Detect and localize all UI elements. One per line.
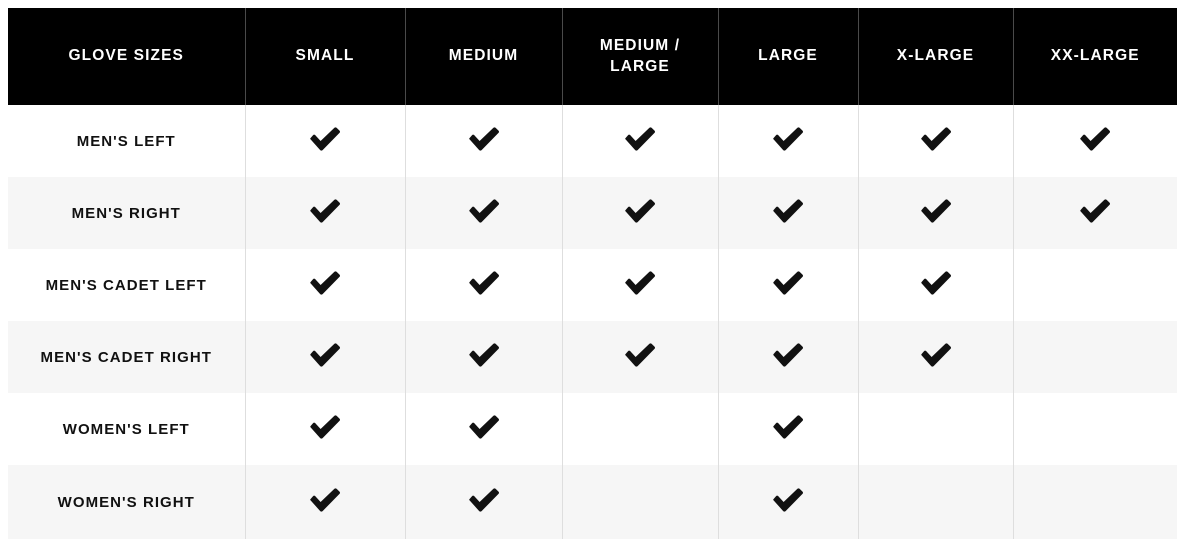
row-label: MEN'S CADET LEFT bbox=[8, 249, 246, 321]
check-icon bbox=[467, 487, 501, 513]
table-row: WOMEN'S RIGHT bbox=[8, 465, 1177, 539]
check-icon bbox=[771, 487, 805, 513]
cell-available bbox=[858, 177, 1014, 249]
cell-available bbox=[405, 177, 563, 249]
check-icon bbox=[919, 198, 953, 224]
check-icon bbox=[467, 126, 501, 152]
check-icon bbox=[1078, 198, 1112, 224]
cell-available bbox=[245, 321, 406, 393]
cell-available bbox=[245, 465, 406, 539]
check-icon bbox=[919, 126, 953, 152]
cell-available bbox=[405, 105, 563, 177]
header-cell-large: LARGE bbox=[718, 8, 859, 105]
cell-available bbox=[1013, 177, 1177, 249]
row-label: MEN'S CADET RIGHT bbox=[8, 321, 246, 393]
header-label-glove-sizes: GLOVE SIZES bbox=[68, 47, 184, 65]
check-icon bbox=[771, 198, 805, 224]
check-icon bbox=[308, 270, 342, 296]
cell-available bbox=[405, 393, 563, 465]
cell-unavailable bbox=[1013, 393, 1177, 465]
cell-available bbox=[405, 321, 563, 393]
check-icon bbox=[771, 270, 805, 296]
check-icon bbox=[1078, 126, 1112, 152]
cell-available bbox=[718, 105, 859, 177]
cell-available bbox=[405, 465, 563, 539]
table-row: WOMEN'S LEFT bbox=[8, 393, 1177, 465]
cell-available bbox=[858, 321, 1014, 393]
header-label-x-large: X-LARGE bbox=[896, 47, 975, 65]
check-icon bbox=[308, 414, 342, 440]
row-label: MEN'S LEFT bbox=[8, 105, 246, 177]
row-label: WOMEN'S RIGHT bbox=[8, 465, 246, 539]
header-label-medium-large-line1: MEDIUM / bbox=[599, 37, 681, 55]
cell-available bbox=[562, 105, 719, 177]
header-label-xx-large: XX-LARGE bbox=[1050, 47, 1140, 65]
cell-available bbox=[562, 249, 719, 321]
cell-available bbox=[718, 177, 859, 249]
check-icon bbox=[771, 414, 805, 440]
cell-unavailable bbox=[562, 465, 719, 539]
header-label-medium: MEDIUM bbox=[448, 47, 519, 65]
check-icon bbox=[308, 342, 342, 368]
header-cell-glove-sizes: GLOVE SIZES bbox=[8, 8, 246, 105]
glove-sizes-table: GLOVE SIZES SMALL MEDIUM MEDIUM / LARGE … bbox=[8, 8, 1177, 539]
header-row: GLOVE SIZES SMALL MEDIUM MEDIUM / LARGE … bbox=[8, 8, 1177, 105]
cell-available bbox=[562, 177, 719, 249]
cell-available bbox=[245, 393, 406, 465]
check-icon bbox=[771, 126, 805, 152]
header-cell-medium-large: MEDIUM / LARGE bbox=[562, 8, 719, 105]
row-label: MEN'S RIGHT bbox=[8, 177, 246, 249]
cell-unavailable bbox=[1013, 249, 1177, 321]
check-icon bbox=[623, 270, 657, 296]
cell-available bbox=[718, 321, 859, 393]
header-label-medium-large-line2: LARGE bbox=[610, 57, 670, 75]
cell-unavailable bbox=[562, 393, 719, 465]
cell-available bbox=[405, 249, 563, 321]
table-row: MEN'S CADET LEFT bbox=[8, 249, 1177, 321]
header-label-small: SMALL bbox=[295, 47, 355, 65]
cell-available bbox=[718, 393, 859, 465]
check-icon bbox=[467, 270, 501, 296]
cell-unavailable bbox=[1013, 321, 1177, 393]
header-cell-small: SMALL bbox=[245, 8, 406, 105]
check-icon bbox=[623, 126, 657, 152]
cell-unavailable bbox=[1013, 465, 1177, 539]
cell-available bbox=[245, 105, 406, 177]
cell-available bbox=[1013, 105, 1177, 177]
check-icon bbox=[308, 126, 342, 152]
table-body: MEN'S LEFT MEN'S RIGHT MEN'S CADET LEFT MEN… bbox=[8, 105, 1177, 539]
check-icon bbox=[919, 270, 953, 296]
check-icon bbox=[308, 198, 342, 224]
check-icon bbox=[308, 487, 342, 513]
table-header: GLOVE SIZES SMALL MEDIUM MEDIUM / LARGE … bbox=[8, 8, 1177, 105]
header-cell-medium: MEDIUM bbox=[405, 8, 563, 105]
table-row: MEN'S CADET RIGHT bbox=[8, 321, 1177, 393]
table-row: MEN'S RIGHT bbox=[8, 177, 1177, 249]
header-label-large: LARGE bbox=[758, 47, 818, 65]
cell-available bbox=[718, 465, 859, 539]
check-icon bbox=[623, 342, 657, 368]
check-icon bbox=[467, 342, 501, 368]
cell-available bbox=[858, 105, 1014, 177]
check-icon bbox=[467, 198, 501, 224]
cell-available bbox=[245, 249, 406, 321]
check-icon bbox=[467, 414, 501, 440]
cell-unavailable bbox=[858, 393, 1014, 465]
cell-available bbox=[562, 321, 719, 393]
cell-unavailable bbox=[858, 465, 1014, 539]
check-icon bbox=[623, 198, 657, 224]
cell-available bbox=[858, 249, 1014, 321]
header-cell-x-large: X-LARGE bbox=[858, 8, 1014, 105]
cell-available bbox=[245, 177, 406, 249]
cell-available bbox=[718, 249, 859, 321]
header-cell-xx-large: XX-LARGE bbox=[1013, 8, 1177, 105]
row-label: WOMEN'S LEFT bbox=[8, 393, 246, 465]
table-row: MEN'S LEFT bbox=[8, 105, 1177, 177]
check-icon bbox=[919, 342, 953, 368]
check-icon bbox=[771, 342, 805, 368]
